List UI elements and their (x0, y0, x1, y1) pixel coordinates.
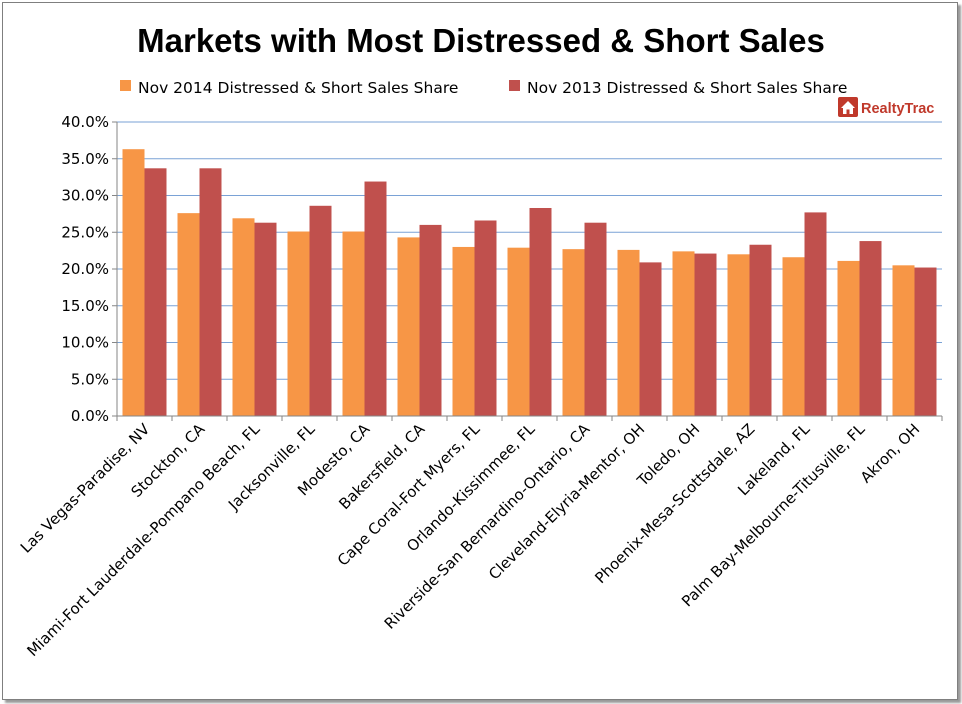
bar-nov-2013 (254, 222, 277, 416)
bar-nov-2014 (232, 218, 255, 416)
bar-nov-2013 (309, 205, 332, 416)
bar-nov-2013 (859, 241, 882, 416)
chart-title: Markets with Most Distressed & Short Sal… (137, 22, 825, 59)
bar-nov-2013 (199, 168, 222, 416)
legend: Nov 2014 Distressed & Short Sales Share … (120, 79, 847, 97)
bar-nov-2013 (364, 181, 387, 416)
y-tick-label: 15.0% (61, 297, 109, 315)
bar-nov-2014 (122, 149, 145, 416)
x-category-label: Riverside-San Bernardino-Ontario, CA (381, 420, 594, 633)
y-tick-label: 40.0% (61, 113, 109, 131)
bar-nov-2014 (672, 251, 695, 416)
bar-nov-2013 (639, 262, 662, 416)
bar-nov-2014 (837, 260, 860, 416)
bar-nov-2013 (474, 220, 497, 416)
y-tick-label: 10.0% (61, 334, 109, 352)
legend-swatch-nov-2014 (120, 80, 131, 91)
logo-text-trac: Trac (905, 101, 935, 117)
y-tick-label: 5.0% (71, 370, 109, 388)
svg-text:RealtyTrac: RealtyTrac (861, 101, 934, 117)
bar-nov-2014 (397, 237, 420, 416)
bar-nov-2013 (529, 207, 552, 416)
logo-text-realty: Realty (861, 101, 905, 117)
bars (122, 149, 937, 416)
y-tick-label: 25.0% (61, 223, 109, 241)
legend-label-nov-2013: Nov 2013 Distressed & Short Sales Share (527, 79, 847, 97)
x-category-label: Miami-Fort Lauderdale-Pompano Beach, FL (23, 420, 263, 660)
bar-nov-2014 (177, 213, 200, 416)
bar-nov-2013 (694, 253, 717, 416)
bar-nov-2014 (562, 249, 585, 416)
bar-nov-2013 (914, 267, 937, 416)
legend-swatch-nov-2013 (509, 80, 520, 91)
bar-nov-2014 (892, 265, 915, 416)
bar-nov-2014 (782, 257, 805, 416)
bar-nov-2013 (749, 244, 772, 416)
y-axis-tick-labels: 0.0% 5.0% 10.0% 15.0% 20.0% 25.0% 30.0% 35.0% 40… (61, 113, 109, 425)
bar-nov-2013 (144, 168, 167, 416)
y-tick-label: 0.0% (71, 407, 109, 425)
bar-nov-2013 (804, 212, 827, 416)
legend-label-nov-2014: Nov 2014 Distressed & Short Sales Share (138, 79, 458, 97)
realtytrac-logo: RealtyTrac (838, 97, 934, 117)
bar-nov-2014 (617, 249, 640, 416)
bar-nov-2014 (507, 247, 530, 416)
bar-nov-2013 (584, 222, 607, 416)
y-tick-label: 30.0% (61, 187, 109, 205)
y-tick-label: 35.0% (61, 150, 109, 168)
bar-nov-2014 (342, 231, 365, 416)
bar-nov-2014 (287, 231, 310, 416)
y-tick-label: 20.0% (61, 260, 109, 278)
axes (112, 121, 943, 421)
bar-nov-2014 (727, 254, 750, 416)
x-category-label: Akron, OH (857, 420, 924, 487)
bar-nov-2014 (452, 246, 475, 416)
house-icon (838, 97, 858, 117)
bar-nov-2013 (419, 224, 442, 416)
